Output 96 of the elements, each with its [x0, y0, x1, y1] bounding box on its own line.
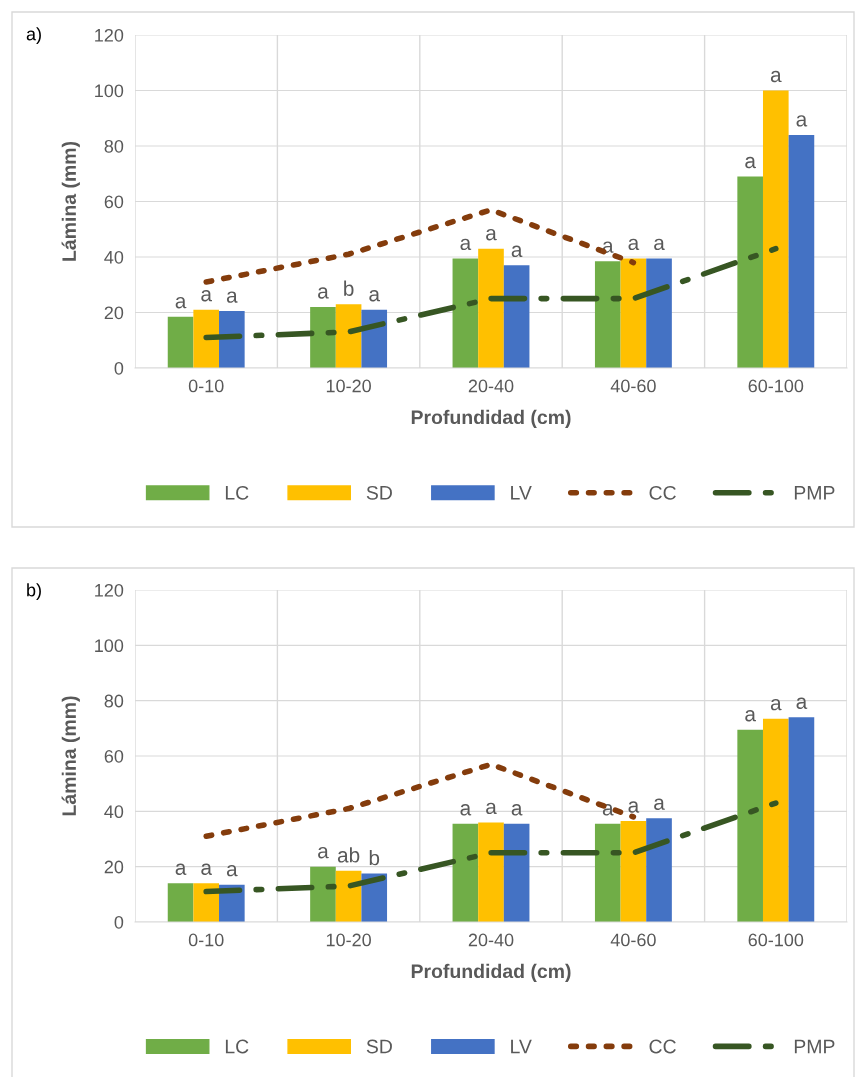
data-label: a: [745, 156, 756, 169]
data-label: a: [654, 238, 665, 251]
data-label: a: [175, 296, 187, 309]
y-tick-label: 80: [104, 694, 124, 708]
bar: [503, 265, 530, 368]
x-tick-label: 10-20: [326, 933, 371, 947]
data-label: a: [318, 846, 329, 859]
bar: [594, 261, 621, 368]
bar: [310, 866, 336, 922]
bar: [452, 823, 479, 922]
data-label: a: [175, 863, 187, 875]
y-tick-label: 40: [104, 805, 124, 819]
x-tick-label: 20-40: [468, 933, 514, 947]
data-label: a: [796, 115, 808, 127]
data-label: a: [745, 710, 756, 722]
data-label: a: [770, 698, 782, 711]
y-tick-label: 80: [104, 139, 124, 153]
bar: [219, 311, 245, 368]
legend-label: PMP: [794, 1039, 835, 1054]
x-tick-label: 0-10: [188, 379, 224, 393]
bar: [335, 870, 362, 922]
bar: [193, 309, 220, 368]
data-label: a: [511, 245, 523, 258]
data-label: a: [201, 863, 212, 875]
bar: [646, 258, 672, 368]
data-label: a: [486, 228, 497, 241]
data-label: a: [201, 290, 212, 302]
bar: [620, 258, 647, 368]
data-label: a: [628, 238, 640, 251]
y-axis-title: Lámina (mm): [61, 696, 80, 816]
legend-label: LC: [225, 485, 249, 500]
data-label: a: [226, 864, 238, 877]
data-label: a: [318, 287, 329, 299]
bar: [762, 718, 789, 922]
y-tick-label: 100: [95, 639, 124, 653]
x-tick-label: 40-60: [610, 933, 656, 947]
legend-label: LC: [225, 1039, 249, 1054]
y-tick-label: 40: [104, 250, 124, 264]
bar: [594, 823, 621, 922]
data-label: a: [511, 804, 523, 816]
bar: [167, 883, 194, 922]
bar: [737, 729, 763, 922]
data-label: a: [486, 802, 497, 815]
data-label: a: [654, 798, 665, 810]
text: a): [26, 27, 41, 44]
bar: [620, 821, 647, 922]
x-axis-title: Profundidad (cm): [411, 409, 571, 428]
bar: [737, 176, 763, 368]
bar: [167, 316, 194, 368]
bar: [335, 304, 362, 368]
y-tick-label: 60: [104, 749, 124, 763]
data-label: ab: [337, 847, 360, 863]
legend-label: CC: [649, 1039, 676, 1054]
y-tick-label: 120: [95, 583, 124, 597]
legend-label: SD: [366, 485, 392, 500]
data-label: a: [770, 70, 782, 83]
y-tick-label: 100: [95, 84, 124, 98]
text: b): [27, 583, 41, 600]
y-tick-label: 20: [104, 306, 124, 320]
x-tick-label: 10-20: [326, 379, 371, 393]
bar: [646, 818, 672, 922]
x-tick-label: 20-40: [468, 379, 514, 393]
bar: [452, 258, 479, 368]
legend-label: SD: [366, 1039, 392, 1054]
bar: [788, 134, 815, 368]
data-label: a: [460, 238, 472, 251]
x-tick-label: 0-10: [188, 933, 224, 947]
bar: [478, 822, 504, 922]
bar: [788, 717, 815, 922]
legend-label: LV: [511, 486, 532, 500]
data-label: a: [226, 291, 238, 303]
bar: [361, 309, 388, 368]
data-label: b: [344, 280, 354, 296]
x-tick-label: 60-100: [748, 379, 804, 393]
bar: [193, 883, 220, 922]
data-label: a: [796, 697, 808, 709]
x-axis-title: Profundidad (cm): [411, 963, 571, 982]
y-tick-label: 0: [114, 361, 124, 375]
legend-label: PMP: [794, 486, 835, 500]
bar: [478, 248, 504, 368]
bar: [503, 823, 530, 922]
legend-label: LV: [511, 1039, 532, 1054]
bar: [310, 306, 336, 368]
data-label: b: [369, 850, 380, 866]
y-tick-label: 0: [114, 915, 124, 929]
x-tick-label: 40-60: [610, 379, 656, 393]
y-tick-label: 20: [104, 860, 124, 874]
x-tick-label: 60-100: [748, 933, 804, 947]
data-label: a: [369, 290, 381, 302]
y-tick-label: 60: [104, 195, 124, 209]
data-label: a: [628, 801, 640, 813]
y-axis-title: Lámina (mm): [61, 141, 80, 261]
legend-label: CC: [649, 485, 676, 500]
data-label: a: [460, 804, 472, 816]
bar: [762, 90, 789, 368]
y-tick-label: 120: [95, 28, 124, 42]
